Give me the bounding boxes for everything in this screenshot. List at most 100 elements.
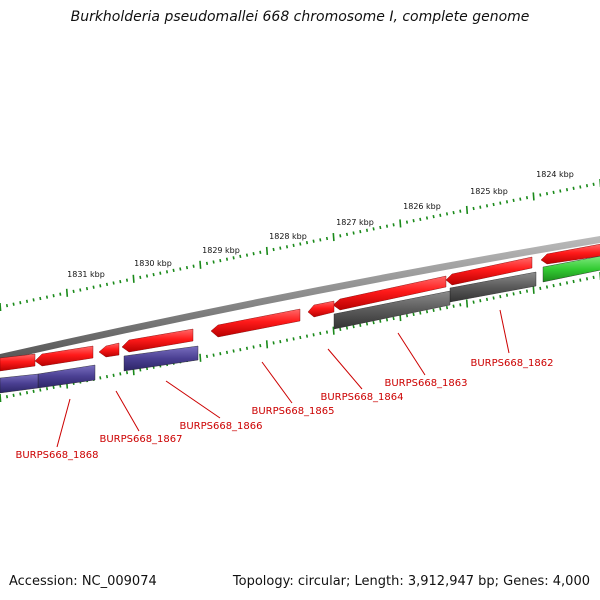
minor-tick bbox=[179, 267, 182, 271]
cds-arrow[interactable] bbox=[0, 353, 36, 372]
minor-tick bbox=[525, 196, 529, 200]
minor-tick bbox=[19, 301, 22, 305]
minor-tick bbox=[565, 188, 569, 192]
leader-lines bbox=[56, 309, 510, 448]
minor-tick bbox=[379, 319, 382, 323]
minor-tick bbox=[219, 258, 222, 263]
minor-tick bbox=[379, 225, 382, 230]
gene-label-burps668-1867[interactable]: BURPS668_1867 bbox=[99, 434, 182, 445]
map-title: Burkholderia pseudomallei 668 chromosome… bbox=[70, 9, 530, 25]
kbp-label: 1829 kbp bbox=[202, 246, 240, 255]
kbp-label: 1830 kbp bbox=[134, 259, 172, 268]
minor-tick bbox=[519, 197, 522, 201]
minor-tick bbox=[32, 389, 35, 393]
gene-label-burps668-1868[interactable]: BURPS668_1868 bbox=[15, 450, 98, 461]
minor-tick bbox=[145, 274, 149, 278]
minor-tick bbox=[219, 352, 222, 356]
minor-tick bbox=[592, 275, 595, 280]
minor-tick bbox=[405, 220, 409, 224]
gene-label-burps668-1862[interactable]: BURPS668_1862 bbox=[470, 358, 553, 369]
minor-tick bbox=[452, 210, 455, 215]
minor-tick bbox=[12, 302, 15, 306]
minor-tick bbox=[185, 265, 189, 270]
minor-tick bbox=[505, 200, 509, 204]
minor-tick bbox=[165, 270, 169, 274]
minor-tick bbox=[385, 318, 389, 322]
minor-tick bbox=[125, 370, 129, 375]
minor-tick bbox=[212, 353, 215, 357]
minor-tick bbox=[192, 264, 195, 268]
minor-tick bbox=[25, 391, 29, 395]
minor-tick bbox=[579, 278, 582, 282]
cds-arrow[interactable] bbox=[307, 300, 335, 318]
minor-tick bbox=[252, 252, 255, 256]
kbp-label: 1831 kbp bbox=[67, 270, 105, 279]
minor-tick bbox=[585, 277, 589, 281]
minor-tick bbox=[205, 261, 209, 266]
minor-tick bbox=[285, 245, 289, 249]
minor-tick bbox=[545, 192, 549, 196]
gene-track bbox=[0, 255, 600, 394]
cds-arrow[interactable] bbox=[210, 308, 301, 338]
minor-tick bbox=[319, 331, 322, 336]
kbp-label: 1828 kbp bbox=[269, 232, 307, 241]
minor-tick bbox=[325, 330, 329, 334]
minor-tick bbox=[299, 335, 302, 340]
minor-tick bbox=[45, 387, 49, 391]
gene-label-burps668-1864[interactable]: BURPS668_1864 bbox=[320, 392, 403, 403]
minor-tick bbox=[539, 286, 542, 291]
minor-tick bbox=[412, 312, 415, 317]
gene-bar-gray[interactable] bbox=[333, 290, 451, 330]
minor-tick bbox=[485, 297, 489, 302]
minor-tick bbox=[552, 283, 555, 288]
minor-tick bbox=[312, 333, 315, 337]
gene-label-burps668-1865[interactable]: BURPS668_1865 bbox=[251, 406, 334, 417]
minor-tick bbox=[279, 339, 282, 344]
minor-tick bbox=[19, 392, 22, 396]
gene-bar-purple[interactable] bbox=[0, 373, 39, 394]
minor-tick bbox=[232, 349, 235, 353]
minor-tick bbox=[359, 229, 362, 234]
minor-tick bbox=[139, 275, 142, 280]
cds-arrow[interactable] bbox=[121, 328, 194, 353]
minor-tick bbox=[39, 296, 42, 301]
minor-tick bbox=[485, 204, 489, 208]
minor-tick bbox=[119, 372, 122, 376]
minor-tick bbox=[212, 260, 215, 264]
gene-bar-green[interactable] bbox=[542, 255, 600, 283]
minor-tick bbox=[72, 289, 75, 294]
minor-tick bbox=[512, 292, 515, 296]
minor-tick bbox=[425, 216, 429, 220]
minor-tick bbox=[245, 346, 249, 350]
minor-tick bbox=[459, 209, 462, 213]
minor-tick bbox=[99, 376, 102, 380]
minor-tick bbox=[459, 303, 462, 307]
minor-tick bbox=[225, 257, 229, 261]
minor-tick bbox=[559, 282, 562, 286]
minor-tick bbox=[39, 388, 42, 392]
minor-tick bbox=[279, 246, 282, 250]
cds-arrow[interactable] bbox=[445, 256, 533, 286]
outer-scale-ticks bbox=[0, 179, 600, 312]
minor-tick bbox=[312, 239, 315, 243]
cds-arrow[interactable] bbox=[98, 342, 120, 358]
minor-tick bbox=[452, 304, 455, 308]
minor-tick bbox=[345, 232, 349, 237]
minor-tick bbox=[585, 184, 589, 188]
minor-tick bbox=[479, 205, 482, 209]
minor-tick bbox=[12, 393, 15, 397]
major-tick bbox=[532, 192, 535, 201]
minor-tick bbox=[439, 213, 442, 217]
cds-arrow[interactable] bbox=[34, 345, 94, 367]
major-tick bbox=[265, 246, 269, 255]
gene-label-burps668-1863[interactable]: BURPS668_1863 bbox=[384, 378, 467, 389]
gene-label-burps668-1866[interactable]: BURPS668_1866 bbox=[179, 421, 262, 432]
minor-tick bbox=[559, 189, 562, 193]
cds-arrow[interactable] bbox=[540, 243, 600, 265]
minor-tick bbox=[572, 279, 575, 284]
minor-tick bbox=[519, 290, 522, 295]
minor-tick bbox=[492, 296, 495, 300]
minor-tick bbox=[432, 308, 435, 312]
minor-tick bbox=[139, 368, 142, 372]
gene-bar-purple[interactable] bbox=[123, 345, 199, 372]
